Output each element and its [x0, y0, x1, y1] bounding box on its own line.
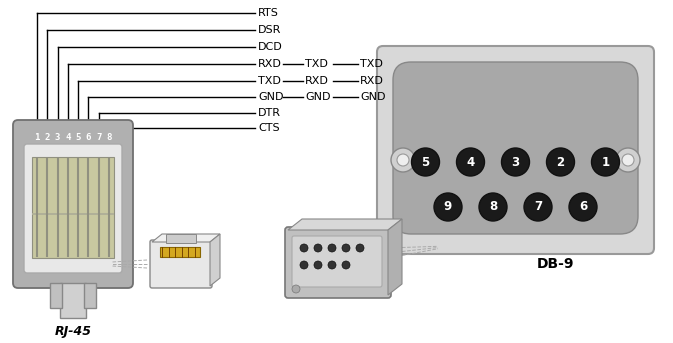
Text: 1: 1 [602, 155, 610, 168]
Circle shape [314, 261, 322, 269]
Text: 4: 4 [466, 155, 474, 168]
Bar [32, 157, 114, 258]
Circle shape [622, 154, 634, 166]
FancyBboxPatch shape [24, 144, 122, 273]
Bar [50, 283, 62, 308]
Circle shape [501, 148, 530, 176]
Bar [32, 213, 114, 215]
Circle shape [456, 148, 485, 176]
Text: 1: 1 [34, 132, 40, 142]
Circle shape [328, 261, 336, 269]
Text: RXD: RXD [258, 59, 282, 69]
Circle shape [356, 244, 364, 252]
Text: 4: 4 [65, 132, 71, 142]
Circle shape [524, 193, 552, 221]
Circle shape [479, 193, 507, 221]
Text: CTS: CTS [258, 123, 279, 133]
Circle shape [342, 244, 350, 252]
Text: GND: GND [360, 92, 386, 102]
Text: DTR: DTR [258, 108, 281, 118]
Circle shape [569, 193, 597, 221]
Circle shape [342, 261, 350, 269]
Polygon shape [388, 219, 402, 295]
FancyBboxPatch shape [393, 62, 638, 234]
FancyBboxPatch shape [13, 120, 133, 288]
Text: 8: 8 [106, 132, 112, 142]
Text: GND: GND [305, 92, 330, 102]
Circle shape [328, 244, 336, 252]
Text: RXD: RXD [360, 76, 384, 86]
Circle shape [300, 261, 308, 269]
FancyBboxPatch shape [285, 227, 391, 298]
Circle shape [314, 244, 322, 252]
Circle shape [391, 148, 415, 172]
Circle shape [434, 193, 462, 221]
Text: RTS: RTS [258, 8, 279, 18]
Text: TXD: TXD [258, 76, 281, 86]
Text: DSR: DSR [258, 25, 281, 35]
Circle shape [592, 148, 620, 176]
Bar [84, 283, 96, 308]
Text: 2: 2 [44, 132, 50, 142]
FancyBboxPatch shape [377, 46, 654, 254]
Text: 7: 7 [534, 201, 542, 213]
FancyBboxPatch shape [150, 240, 212, 288]
Text: TXD: TXD [360, 59, 383, 69]
Text: 6: 6 [85, 132, 91, 142]
FancyBboxPatch shape [292, 236, 382, 287]
Text: DB-9: DB-9 [537, 257, 574, 271]
Polygon shape [210, 234, 220, 286]
Text: 3: 3 [55, 132, 61, 142]
Text: GND: GND [258, 92, 283, 102]
Text: 8: 8 [489, 201, 497, 213]
Text: 9: 9 [444, 201, 452, 213]
Circle shape [616, 148, 640, 172]
Bar [60, 283, 86, 318]
Polygon shape [152, 234, 220, 242]
Text: RXD: RXD [305, 76, 329, 86]
Circle shape [411, 148, 439, 176]
Text: 2: 2 [557, 155, 565, 168]
Text: 5: 5 [75, 132, 81, 142]
Text: 3: 3 [511, 155, 520, 168]
Bar [160, 247, 200, 257]
Text: RJ-45: RJ-45 [55, 326, 92, 339]
Circle shape [300, 244, 308, 252]
Text: 7: 7 [96, 132, 102, 142]
Circle shape [292, 285, 300, 293]
Text: 5: 5 [421, 155, 429, 168]
Text: 6: 6 [579, 201, 587, 213]
Text: TXD: TXD [305, 59, 328, 69]
Text: DCD: DCD [258, 42, 283, 52]
Bar [166, 234, 196, 243]
Circle shape [546, 148, 575, 176]
Polygon shape [288, 219, 402, 230]
Circle shape [397, 154, 409, 166]
